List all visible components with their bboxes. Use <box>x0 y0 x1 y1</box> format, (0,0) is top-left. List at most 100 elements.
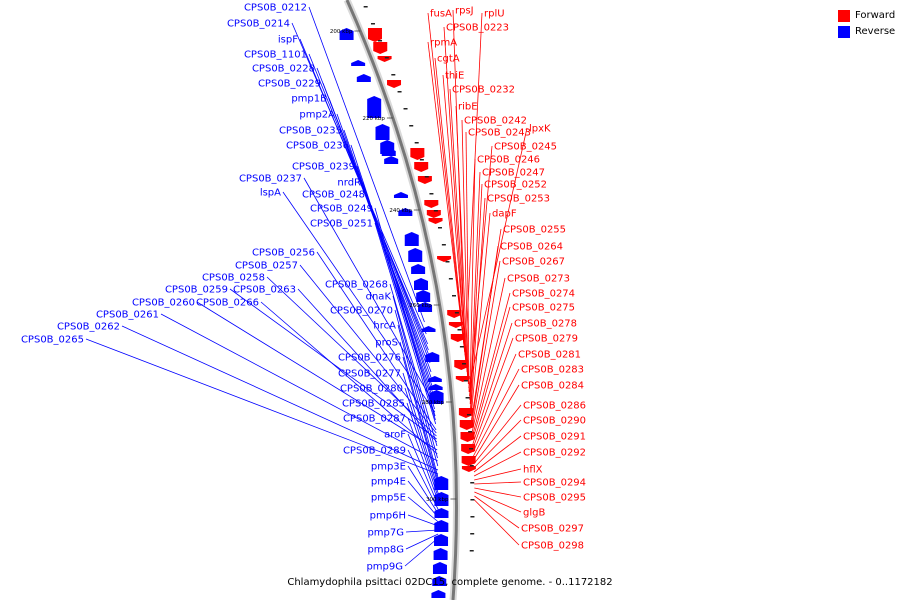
reverse-feature <box>427 376 442 382</box>
minor-tick <box>445 261 450 263</box>
forward-leader-line <box>469 158 476 401</box>
forward-feature <box>387 80 402 88</box>
reverse-gene-label: CPS0B_0259 <box>165 285 228 296</box>
forward-feature <box>447 310 462 318</box>
reverse-gene-label: pmp9G <box>366 562 403 573</box>
reverse-feature <box>425 352 440 362</box>
reverse-leader-line <box>402 372 439 491</box>
forward-leader-line <box>449 88 468 377</box>
forward-leader-line <box>472 353 517 453</box>
scale-tick-label: 200 kbp <box>330 29 353 35</box>
reverse-gene-label: CPS0B_0214 <box>227 19 290 30</box>
reverse-gene-label: dnaK <box>366 292 392 303</box>
reverse-gene-label: CPS0B_0212 <box>244 3 307 14</box>
reverse-feature <box>411 264 426 274</box>
forward-leader-line <box>469 171 481 405</box>
reverse-gene-label: CPS0B_0229 <box>258 79 321 90</box>
reverse-gene-label: CPS0B_0263 <box>233 285 296 296</box>
reverse-leader-line <box>406 402 439 499</box>
legend-reverse-label: Reverse <box>855 26 896 37</box>
reverse-leader-line <box>399 341 439 483</box>
reverse-feature <box>375 124 390 140</box>
reverse-feature <box>434 534 449 546</box>
reverse-gene-label: pmp2A <box>299 110 335 121</box>
reverse-gene-label: CPS0B_0262 <box>57 322 120 333</box>
forward-leader-line <box>473 384 520 461</box>
reverse-gene-label: CPS0B_0235 <box>279 126 342 137</box>
reverse-gene-label: pmp4E <box>371 477 406 488</box>
minor-tick <box>433 210 438 212</box>
forward-leader-line <box>473 368 520 457</box>
reverse-feature <box>356 74 371 82</box>
forward-gene-label: CPS0B_0274 <box>512 289 575 300</box>
gene-features <box>339 6 476 598</box>
forward-feature <box>448 322 463 328</box>
reverse-feature <box>404 232 419 246</box>
reverse-gene-label: CPS0B_0265 <box>21 335 84 346</box>
reverse-gene-label: CPS0B_0256 <box>252 248 315 259</box>
forward-feature <box>460 432 475 442</box>
forward-feature <box>461 466 476 472</box>
scale-ticks: 200 kbp 220 kbp 240 kbp 260 kbp 280 kbp 300 k… <box>330 29 457 503</box>
legend-reverse: Reverse <box>838 24 895 39</box>
reverse-gene-label: CPS0B_0287 <box>343 414 406 425</box>
genome-backbone <box>345 0 458 600</box>
reverse-leader-line <box>196 301 438 451</box>
reverse-gene-label: CPS0B_0266 <box>196 298 259 309</box>
forward-feature <box>437 256 452 262</box>
reverse-leader-line <box>260 301 438 455</box>
reverse-gene-label: pmp8G <box>367 545 404 556</box>
reverse-gene-label: pmp5E <box>371 493 406 504</box>
reverse-feature <box>434 520 449 532</box>
forward-gene-label: CPS0B_0255 <box>503 225 566 236</box>
scale-tick-label: 260 kbp <box>409 303 432 309</box>
forward-gene-label: dapF <box>492 209 517 220</box>
forward-feature <box>377 56 392 62</box>
forward-gene-label: CPS0B_0281 <box>518 350 581 361</box>
forward-gene-label: CPS0B_0223 <box>446 23 509 34</box>
reverse-feature <box>418 302 433 312</box>
forward-gene-label: fusA <box>430 9 452 20</box>
reverse-gene-label: CPS0B_0285 <box>342 399 405 410</box>
reverse-gene-label: nrdR <box>337 178 361 189</box>
reverse-leader-line <box>404 537 439 567</box>
minor-tick <box>454 312 459 314</box>
reverse-leader-line <box>407 417 439 503</box>
forward-leader-line <box>472 337 514 449</box>
minor-tick <box>469 465 474 467</box>
forward-leader-line <box>473 451 522 477</box>
forward-gene-label: CPS0B_0295 <box>523 493 586 504</box>
forward-leader-line <box>474 495 520 529</box>
scale-tick-label: 300 kbp <box>426 497 449 503</box>
minor-tick <box>470 482 475 484</box>
forward-feature <box>459 420 474 430</box>
reverse-leader-line <box>405 533 439 550</box>
forward-leader-line <box>442 74 468 373</box>
forward-feature <box>414 162 429 172</box>
reverse-feature <box>414 278 429 290</box>
forward-gene-label: CPS0B_0253 <box>487 194 550 205</box>
reverse-gene-label: CPS0B_0239 <box>292 162 355 173</box>
forward-leader-line <box>471 245 499 425</box>
forward-gene-label: CPS0B_0267 <box>502 257 565 268</box>
reverse-leader-line <box>374 207 436 421</box>
minor-tick <box>448 278 453 280</box>
reverse-gene-label: CPS0B_0251 <box>310 219 373 230</box>
reverse-gene-label: pmp3E <box>371 462 406 473</box>
scale-tick-label: 220 kbp <box>362 116 385 122</box>
minor-tick <box>468 431 473 433</box>
forward-leader-line <box>473 435 522 473</box>
reverse-feature <box>434 492 449 506</box>
forward-gene-label: rpmA <box>430 38 457 49</box>
legend-forward: Forward <box>838 8 895 23</box>
reverse-feature <box>421 326 436 332</box>
forward-gene-label: CPS0B_0242 <box>464 116 527 127</box>
forward-gene-label: CPS0B_0275 <box>512 303 575 314</box>
forward-gene-label: CPS0B_0294 <box>523 478 586 489</box>
forward-gene-label: rpsJ <box>455 6 474 17</box>
forward-leader-line <box>465 131 470 393</box>
forward-feature <box>367 28 382 42</box>
reverse-gene-label: CPS0B_0248 <box>302 190 365 201</box>
forward-leader-line <box>470 212 491 417</box>
forward-gene-label: CPS0B_0284 <box>521 381 584 392</box>
